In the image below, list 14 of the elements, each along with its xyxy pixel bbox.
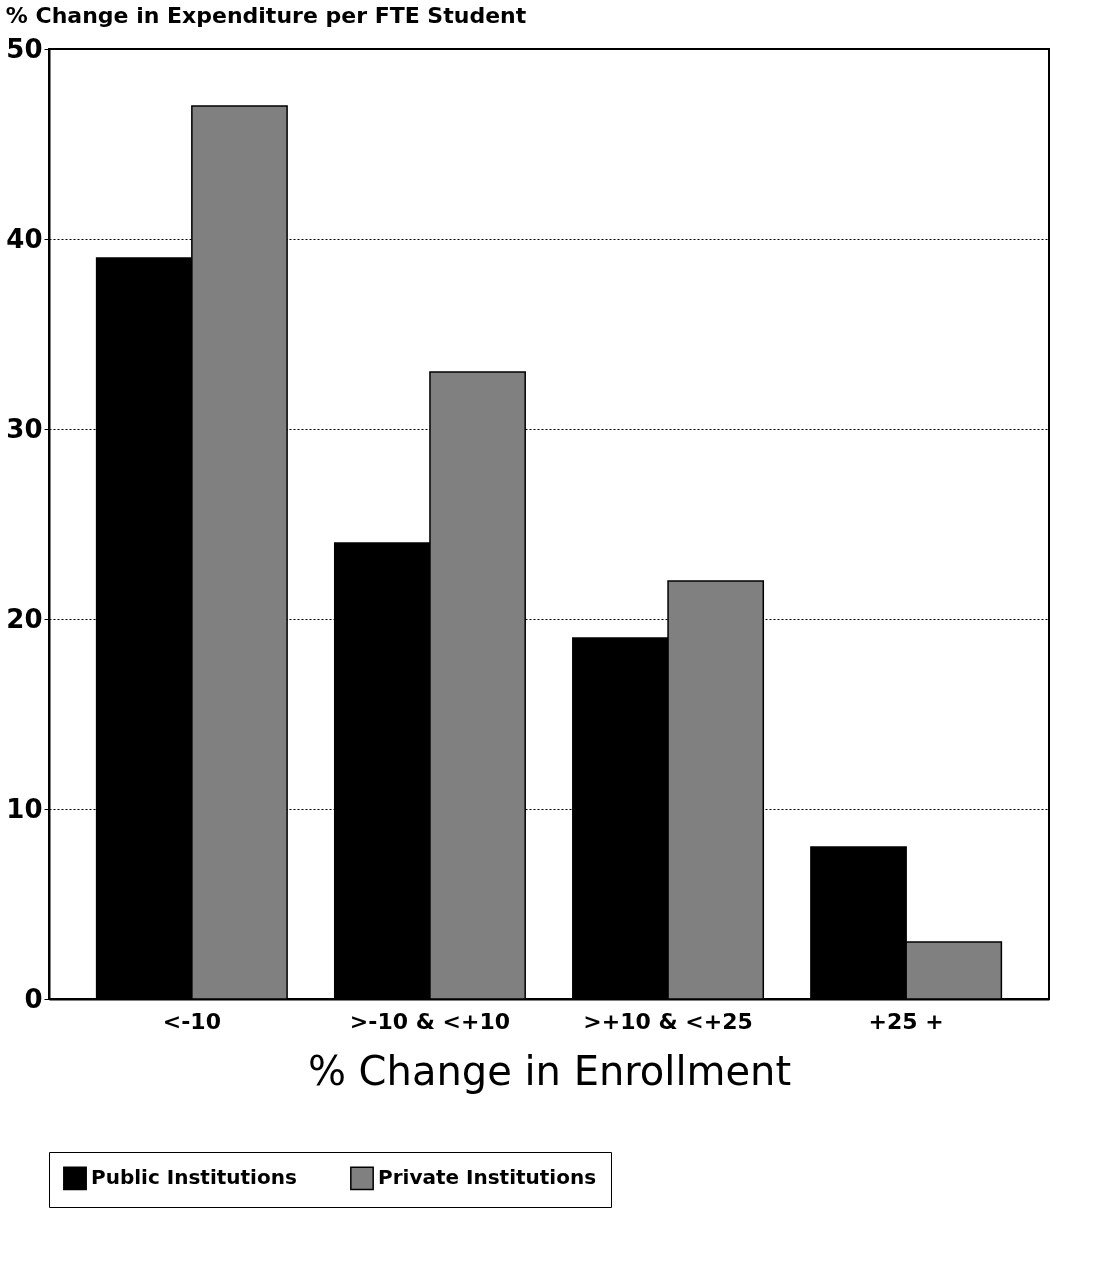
y-tick-label: 30 xyxy=(6,413,43,444)
legend-label: Private Institutions xyxy=(378,1165,597,1190)
y-tick-label: 10 xyxy=(6,793,43,824)
x-tick-label: >+10 & <+25 xyxy=(583,1008,753,1034)
x-tick-label: +25 + xyxy=(868,1008,944,1034)
legend-label: Public Institutions xyxy=(91,1165,297,1190)
x-axis-title: % Change in Enrollment xyxy=(307,1047,792,1094)
y-tick-label: 0 xyxy=(24,983,43,1014)
x-tick-label: <-10 xyxy=(162,1008,221,1034)
y-tick-label: 50 xyxy=(6,33,43,64)
x-tick-label: >-10 & <+10 xyxy=(349,1008,511,1034)
y-tick-label: 20 xyxy=(6,603,43,634)
y-tick-label: 40 xyxy=(6,223,43,254)
chart-title: % Change in Expenditure per FTE Student xyxy=(5,3,527,28)
